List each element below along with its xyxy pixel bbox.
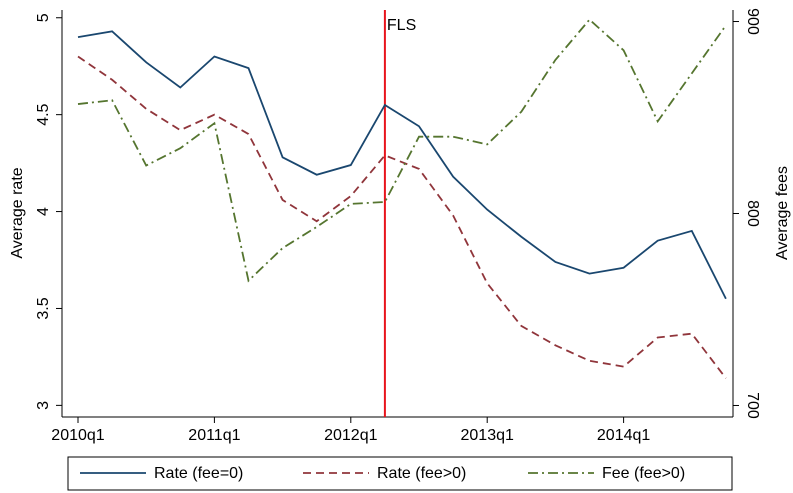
x-tick-label: 2010q1 (51, 427, 104, 444)
x-tick-label: 2014q1 (597, 427, 650, 444)
x-tick-label: 2011q1 (188, 427, 240, 444)
y-tick-label: 4 (35, 207, 52, 216)
y2-tick-label: 800 (744, 200, 761, 227)
series-line (77, 18, 727, 283)
y2-tick-label: 900 (744, 8, 761, 35)
x-tick-label: 2013q1 (461, 427, 514, 444)
legend-label: Rate (fee=0) (154, 465, 243, 482)
y-tick-label: 5 (35, 13, 52, 22)
y-tick-label: 4.5 (35, 103, 52, 125)
y2-axis-title: Average fees (774, 166, 791, 260)
x-tick-label: 2012q1 (324, 427, 377, 444)
legend-label: Rate (fee>0) (377, 465, 466, 482)
y2-tick-label: 700 (744, 392, 761, 419)
y-tick-label: 3.5 (35, 297, 52, 319)
annotation: FLS (387, 17, 416, 34)
series-line (77, 55, 727, 379)
y-axis-title: Average rate (9, 167, 26, 258)
series-line (77, 30, 727, 300)
legend-box (67, 456, 733, 491)
y-tick-label: 3 (35, 401, 52, 410)
legend-label: Fee (fee>0) (602, 465, 685, 482)
